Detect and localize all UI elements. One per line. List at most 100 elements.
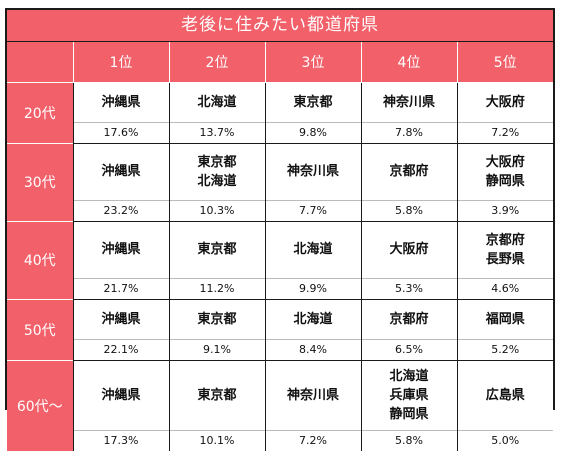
prefecture-name: 大阪府 xyxy=(485,154,525,170)
percent-cell: 8.4% xyxy=(264,338,361,360)
age-group-label: 40代 xyxy=(7,220,73,299)
prefecture-name: 神奈川県 xyxy=(286,164,339,179)
pref-row: 20代 沖縄県 北海道 東京都 神奈川県 大阪府 xyxy=(7,81,553,143)
prefecture-name: 京都府 xyxy=(485,232,525,248)
prefecture-name: 京都府 xyxy=(389,164,429,179)
percent-row: 23.2% 10.3% 7.7% 5.8% 3.9% xyxy=(7,199,553,221)
percent-cell: 5.8% xyxy=(360,429,457,451)
prefecture-name: 東京都 xyxy=(293,94,333,110)
prefecture-name: 沖縄県 xyxy=(101,311,141,327)
percent-row: 21.7% 11.2% 9.9% 5.3% 4.6% xyxy=(7,277,553,299)
rank-header: 3位 xyxy=(264,42,361,83)
percent-cell: 17.3% xyxy=(72,429,169,451)
table-title: 老後に住みたい都道府県 xyxy=(7,10,553,41)
percent-cell: 7.7% xyxy=(264,199,361,221)
percent-cell: 21.7% xyxy=(72,277,169,299)
prefecture-cell: 大阪府 xyxy=(456,81,553,122)
header-corner xyxy=(7,42,73,83)
prefecture-name: 北海道 xyxy=(197,173,237,189)
prefecture-name: 北海道 xyxy=(293,311,333,327)
prefecture-cell: 東京都 xyxy=(168,359,265,430)
percent-cell: 17.6% xyxy=(72,121,169,143)
prefecture-cell: 広島県 xyxy=(456,359,553,430)
prefecture-name: 福岡県 xyxy=(485,311,525,327)
prefecture-name: 沖縄県 xyxy=(101,164,141,179)
rank-header: 4位 xyxy=(360,42,457,83)
rank-header: 5位 xyxy=(456,42,553,83)
percent-cell: 11.2% xyxy=(168,277,265,299)
percent-cell: 9.9% xyxy=(264,277,361,299)
prefecture-cell: 神奈川県 xyxy=(264,142,361,200)
prefecture-cell: 東京都 xyxy=(168,220,265,278)
prefecture-name: 北海道 xyxy=(389,368,429,384)
prefecture-cell: 沖縄県 xyxy=(72,359,169,430)
percent-cell: 10.3% xyxy=(168,199,265,221)
pref-row: 30代 沖縄県 東京都北海道 神奈川県 京都府 大阪府静岡県 xyxy=(7,142,553,221)
prefecture-cell: 沖縄県 xyxy=(72,142,169,200)
prefecture-cell: 福岡県 xyxy=(456,298,553,339)
percent-cell: 3.9% xyxy=(456,199,553,221)
ranking-table: 老後に住みたい都道府県 1位 2位 3位 4位 5位 20代 沖縄県 北海道 東京都神… xyxy=(5,8,555,451)
percent-cell: 5.2% xyxy=(456,338,553,360)
percent-cell: 6.5% xyxy=(360,338,457,360)
prefecture-cell: 神奈川県 xyxy=(264,359,361,430)
prefecture-name: 静岡県 xyxy=(485,173,525,189)
age-group-label: 50代 xyxy=(7,298,73,360)
percent-cell: 4.6% xyxy=(456,277,553,299)
percent-cell: 9.1% xyxy=(168,338,265,360)
prefecture-name: 沖縄県 xyxy=(101,387,141,403)
prefecture-name: 広島県 xyxy=(485,387,525,403)
percent-cell: 13.7% xyxy=(168,121,265,143)
percent-cell: 5.3% xyxy=(360,277,457,299)
prefecture-name: 大阪府 xyxy=(485,94,525,110)
prefecture-cell: 東京都 xyxy=(264,81,361,122)
rank-header: 1位 xyxy=(72,42,169,83)
prefecture-name: 神奈川県 xyxy=(382,94,435,110)
prefecture-cell: 東京都 北海道 xyxy=(168,142,265,200)
prefecture-name: 大阪府 xyxy=(389,242,429,257)
prefecture-cell: 北海道 xyxy=(264,298,361,339)
pref-row: 40代 沖縄県 東京都 北海道 大阪府 京都府長野県 xyxy=(7,220,553,299)
ranking-grid: 1位 2位 3位 4位 5位 20代 沖縄県 北海道 東京都 神奈川県 大阪府 17.6% 1… xyxy=(7,42,553,451)
pref-row: 60代～ 沖縄県 東京都 神奈川県 北海道兵庫県静岡県 広島県 xyxy=(7,359,553,451)
prefecture-name: 北海道 xyxy=(293,242,333,257)
prefecture-cell: 北海道 xyxy=(264,220,361,278)
age-group-label: 60代～ xyxy=(7,359,73,451)
prefecture-cell: 京都府 長野県 xyxy=(456,220,553,278)
age-group-label: 20代 xyxy=(7,81,73,143)
prefecture-cell: 大阪府 xyxy=(360,220,457,278)
pref-row: 50代 沖縄県 東京都 北海道 京都府 福岡県 xyxy=(7,298,553,360)
prefecture-cell: 東京都 xyxy=(168,298,265,339)
percent-cell: 22.1% xyxy=(72,338,169,360)
prefecture-name: 東京都 xyxy=(197,387,237,403)
rank-header: 2位 xyxy=(168,42,265,83)
rank-header-row: 1位 2位 3位 4位 5位 xyxy=(7,42,553,83)
age-group-label: 30代 xyxy=(7,142,73,221)
prefecture-name: 沖縄県 xyxy=(101,94,141,110)
prefecture-cell: 大阪府 静岡県 xyxy=(456,142,553,200)
percent-cell: 7.2% xyxy=(264,429,361,451)
percent-cell: 5.8% xyxy=(360,199,457,221)
prefecture-name: 東京都 xyxy=(197,242,237,257)
prefecture-cell: 京都府 xyxy=(360,298,457,339)
percent-cell: 23.2% xyxy=(72,199,169,221)
prefecture-name: 神奈川県 xyxy=(286,387,339,403)
prefecture-cell: 北海道 兵庫県 静岡県 xyxy=(360,359,457,430)
prefecture-cell: 北海道 xyxy=(168,81,265,122)
prefecture-cell: 沖縄県 xyxy=(72,298,169,339)
prefecture-cell: 京都府 xyxy=(360,142,457,200)
prefecture-name: 兵庫県 xyxy=(389,387,429,403)
percent-row: 17.3% 10.1% 7.2% 5.8% 5.0% xyxy=(7,429,553,451)
prefecture-name: 長野県 xyxy=(485,251,525,267)
percent-cell: 5.0% xyxy=(456,429,553,451)
percent-cell: 7.2% xyxy=(456,121,553,143)
prefecture-cell: 沖縄県 xyxy=(72,220,169,278)
prefecture-name: 東京都 xyxy=(197,154,237,170)
prefecture-cell: 神奈川県 xyxy=(360,81,457,122)
percent-row: 22.1% 9.1% 8.4% 6.5% 5.2% xyxy=(7,338,553,360)
prefecture-name: 静岡県 xyxy=(389,406,429,422)
prefecture-name: 沖縄県 xyxy=(101,242,141,257)
prefecture-name: 北海道 xyxy=(197,94,237,110)
prefecture-name: 京都府 xyxy=(389,311,429,327)
percent-cell: 9.8% xyxy=(264,121,361,143)
